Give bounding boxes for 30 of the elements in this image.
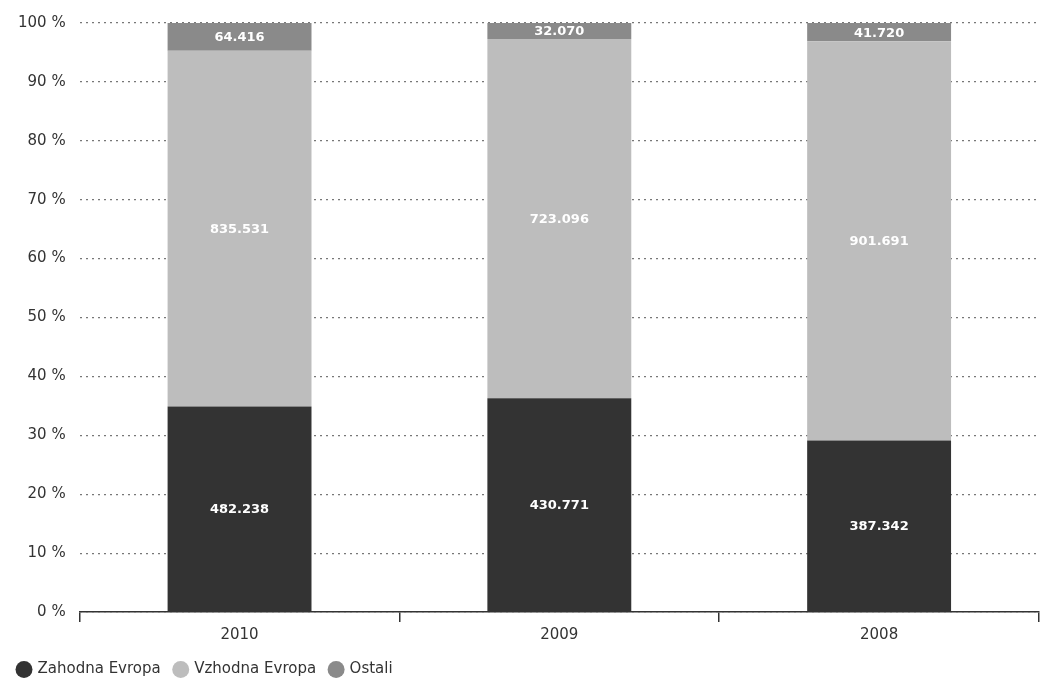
x-tick-label: 2009	[540, 624, 579, 643]
y-tick-label: 30 %	[27, 425, 66, 444]
annotation: 482.238	[209, 501, 270, 517]
annotation: 835.531	[209, 220, 270, 236]
bar	[487, 38, 632, 399]
bar	[167, 50, 312, 407]
y-tick-label: 100 %	[18, 12, 66, 31]
annotation: 387.342	[849, 518, 909, 534]
y-tick-label: 90 %	[27, 71, 66, 90]
legend-label: Zahodna Evropa	[37, 659, 161, 678]
bar	[167, 23, 312, 51]
y-tick-label: 20 %	[27, 484, 66, 503]
annotation: 723.096	[529, 210, 589, 226]
y-tick-label: 80 %	[27, 130, 66, 149]
annotation: 41.720	[854, 24, 905, 40]
annotation: 32.070	[534, 23, 585, 39]
y-tick-label: 70 %	[27, 189, 66, 208]
y-tick-label: 10 %	[27, 542, 66, 561]
y-tick-label: 40 %	[27, 366, 66, 385]
annotation: 901.691	[849, 233, 909, 249]
y-tick-label: 60 %	[27, 248, 66, 267]
bar	[807, 41, 952, 441]
y-tick-label: 0 %	[37, 601, 66, 620]
annotation: 430.771	[529, 497, 589, 513]
legend-label: Ostali	[349, 659, 393, 678]
x-tick-label: 2008	[860, 624, 899, 643]
legend-label: Vzhodna Evropa	[194, 659, 317, 678]
x-tick-label: 2010	[220, 624, 259, 643]
annotation: 64.416	[214, 29, 265, 45]
y-tick-label: 50 %	[27, 307, 66, 326]
